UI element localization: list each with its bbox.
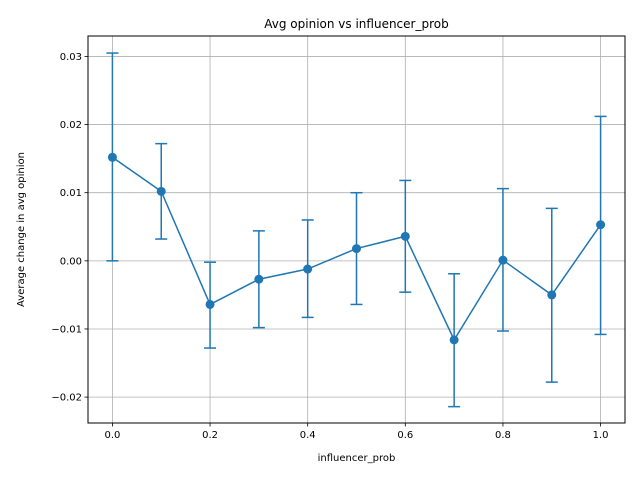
x-tick-label: 1.0 — [593, 430, 609, 441]
x-tick-label: 0.4 — [300, 430, 316, 441]
x-tick-label: 0.0 — [104, 430, 120, 441]
data-point — [498, 255, 508, 265]
data-point — [107, 152, 117, 162]
data-point — [449, 335, 459, 345]
chart-title: Avg opinion vs influencer_prob — [264, 17, 448, 31]
x-tick-label: 0.6 — [397, 430, 413, 441]
y-tick-label: −0.02 — [51, 393, 82, 404]
axis-ticks: 0.0 0.2 0.4 0.6 0.8 1.0 −0.02 −0.01 0.00 0.01 0.02… — [51, 52, 608, 441]
y-tick-label: 0.03 — [60, 52, 82, 63]
x-tick-label: 0.8 — [495, 430, 511, 441]
y-tick-label: 0.00 — [60, 256, 82, 267]
data-point — [254, 274, 264, 284]
y-tick-label: 0.02 — [60, 120, 82, 131]
y-tick-label: −0.01 — [51, 324, 82, 335]
plot-frame — [87, 35, 626, 424]
y-axis-label: Average change in avg opinion — [16, 152, 27, 307]
data-point — [156, 186, 166, 196]
data-point — [303, 264, 313, 274]
data-point — [596, 220, 606, 230]
x-axis-label: influencer_prob — [318, 453, 396, 464]
data-point — [205, 299, 215, 309]
y-tick-label: 0.01 — [60, 188, 82, 199]
data-points — [107, 152, 606, 345]
x-tick-label: 0.2 — [202, 430, 218, 441]
data-point — [547, 290, 557, 300]
data-point — [400, 231, 410, 241]
data-point — [352, 244, 361, 254]
